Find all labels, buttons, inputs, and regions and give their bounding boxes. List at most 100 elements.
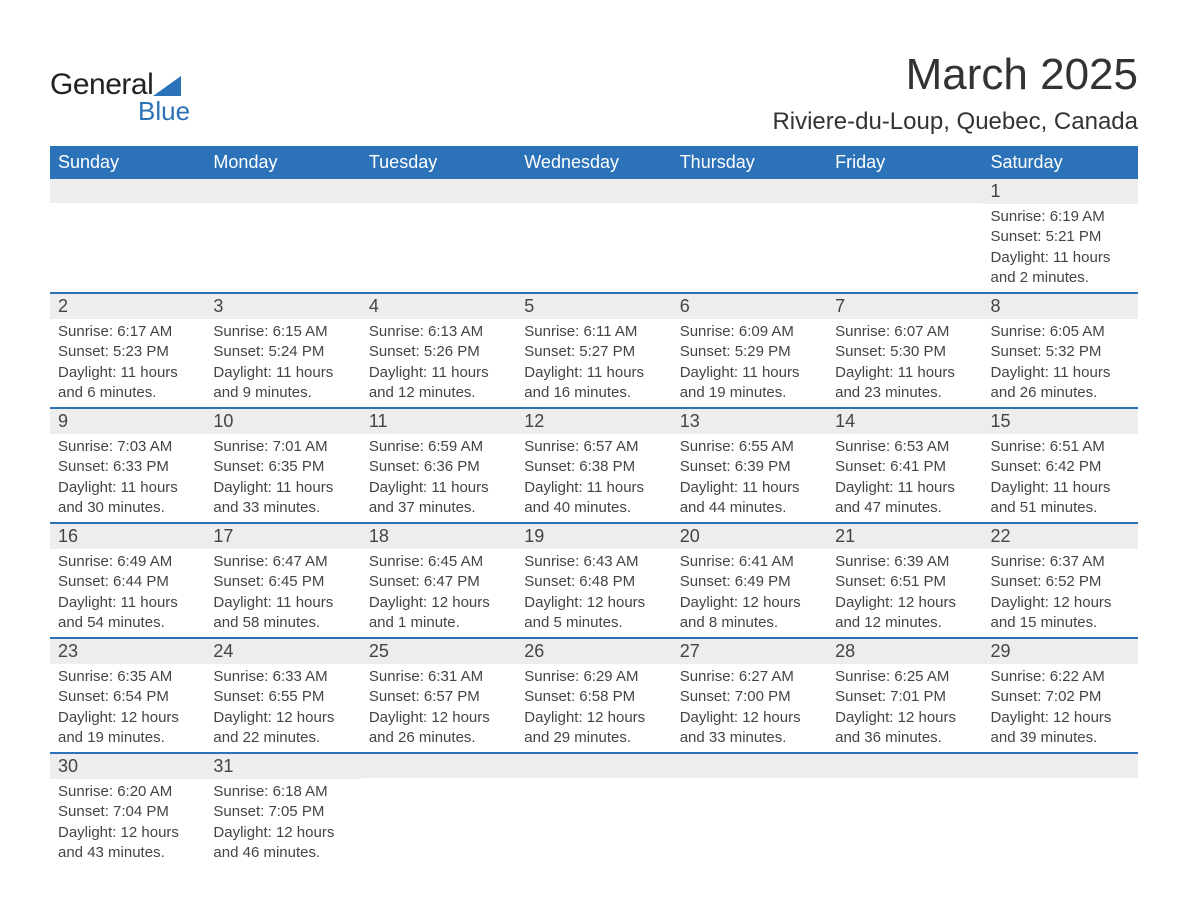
- day-data: Sunrise: 6:33 AMSunset: 6:55 PMDaylight:…: [205, 664, 360, 752]
- calendar-cell: 12Sunrise: 6:57 AMSunset: 6:38 PMDayligh…: [516, 409, 671, 522]
- sunrise-text: Sunrise: 6:41 AM: [680, 552, 821, 572]
- day-number: 18: [361, 524, 516, 549]
- sunset-text: Sunset: 6:38 PM: [524, 457, 665, 477]
- day-data: Sunrise: 6:07 AMSunset: 5:30 PMDaylight:…: [827, 319, 982, 407]
- day-number: [205, 179, 360, 203]
- sunrise-text: Sunrise: 6:31 AM: [369, 667, 510, 687]
- daylight-text: Daylight: 12 hours and 39 minutes.: [991, 708, 1132, 749]
- day-data: Sunrise: 6:49 AMSunset: 6:44 PMDaylight:…: [50, 549, 205, 637]
- day-number: 15: [983, 409, 1138, 434]
- weekday-header: Tuesday: [361, 146, 516, 179]
- calendar-cell: 24Sunrise: 6:33 AMSunset: 6:55 PMDayligh…: [205, 639, 360, 752]
- day-number: [672, 754, 827, 778]
- calendar-cell: 14Sunrise: 6:53 AMSunset: 6:41 PMDayligh…: [827, 409, 982, 522]
- location-text: Riviere-du-Loup, Quebec, Canada: [772, 108, 1138, 136]
- logo-triangle-icon: [153, 76, 181, 96]
- calendar-week: 16Sunrise: 6:49 AMSunset: 6:44 PMDayligh…: [50, 524, 1138, 639]
- sunset-text: Sunset: 5:24 PM: [213, 342, 354, 362]
- day-number: [50, 179, 205, 203]
- sunrise-text: Sunrise: 6:27 AM: [680, 667, 821, 687]
- month-title: March 2025: [772, 50, 1138, 100]
- calendar-cell: [361, 179, 516, 292]
- day-number: [361, 179, 516, 203]
- calendar-cell: 25Sunrise: 6:31 AMSunset: 6:57 PMDayligh…: [361, 639, 516, 752]
- sunrise-text: Sunrise: 6:47 AM: [213, 552, 354, 572]
- sunrise-text: Sunrise: 6:59 AM: [369, 437, 510, 457]
- sunset-text: Sunset: 7:01 PM: [835, 687, 976, 707]
- calendar-cell: 10Sunrise: 7:01 AMSunset: 6:35 PMDayligh…: [205, 409, 360, 522]
- day-data: Sunrise: 6:41 AMSunset: 6:49 PMDaylight:…: [672, 549, 827, 637]
- day-data: Sunrise: 6:29 AMSunset: 6:58 PMDaylight:…: [516, 664, 671, 752]
- sunrise-text: Sunrise: 6:29 AM: [524, 667, 665, 687]
- daylight-text: Daylight: 11 hours and 37 minutes.: [369, 478, 510, 519]
- sunset-text: Sunset: 6:39 PM: [680, 457, 821, 477]
- day-data: Sunrise: 6:39 AMSunset: 6:51 PMDaylight:…: [827, 549, 982, 637]
- day-data: Sunrise: 6:15 AMSunset: 5:24 PMDaylight:…: [205, 319, 360, 407]
- day-number: [983, 754, 1138, 778]
- day-number: [516, 754, 671, 778]
- day-number: [827, 179, 982, 203]
- day-number: 25: [361, 639, 516, 664]
- sunrise-text: Sunrise: 6:09 AM: [680, 322, 821, 342]
- sunrise-text: Sunrise: 6:11 AM: [524, 322, 665, 342]
- day-data: Sunrise: 6:37 AMSunset: 6:52 PMDaylight:…: [983, 549, 1138, 637]
- daylight-text: Daylight: 12 hours and 12 minutes.: [835, 593, 976, 634]
- day-number: 24: [205, 639, 360, 664]
- day-data: Sunrise: 6:43 AMSunset: 6:48 PMDaylight:…: [516, 549, 671, 637]
- sunrise-text: Sunrise: 6:07 AM: [835, 322, 976, 342]
- sunset-text: Sunset: 5:27 PM: [524, 342, 665, 362]
- sunset-text: Sunset: 5:32 PM: [991, 342, 1132, 362]
- day-number: 31: [205, 754, 360, 779]
- daylight-text: Daylight: 12 hours and 26 minutes.: [369, 708, 510, 749]
- daylight-text: Daylight: 12 hours and 1 minute.: [369, 593, 510, 634]
- sunrise-text: Sunrise: 6:37 AM: [991, 552, 1132, 572]
- calendar-cell: [516, 179, 671, 292]
- calendar-cell: [672, 754, 827, 867]
- weekday-header: Wednesday: [516, 146, 671, 179]
- daylight-text: Daylight: 11 hours and 33 minutes.: [213, 478, 354, 519]
- sunset-text: Sunset: 7:05 PM: [213, 802, 354, 822]
- calendar-cell: [50, 179, 205, 292]
- daylight-text: Daylight: 11 hours and 54 minutes.: [58, 593, 199, 634]
- calendar-cell: 29Sunrise: 6:22 AMSunset: 7:02 PMDayligh…: [983, 639, 1138, 752]
- day-number: 26: [516, 639, 671, 664]
- calendar-cell: 23Sunrise: 6:35 AMSunset: 6:54 PMDayligh…: [50, 639, 205, 752]
- calendar-week: 2Sunrise: 6:17 AMSunset: 5:23 PMDaylight…: [50, 294, 1138, 409]
- sunset-text: Sunset: 5:29 PM: [680, 342, 821, 362]
- calendar-cell: 1Sunrise: 6:19 AMSunset: 5:21 PMDaylight…: [983, 179, 1138, 292]
- weekday-header: Saturday: [983, 146, 1138, 179]
- day-data: Sunrise: 6:53 AMSunset: 6:41 PMDaylight:…: [827, 434, 982, 522]
- day-number: 27: [672, 639, 827, 664]
- calendar-cell: 19Sunrise: 6:43 AMSunset: 6:48 PMDayligh…: [516, 524, 671, 637]
- day-number: 8: [983, 294, 1138, 319]
- sunset-text: Sunset: 6:54 PM: [58, 687, 199, 707]
- day-number: 6: [672, 294, 827, 319]
- daylight-text: Daylight: 12 hours and 43 minutes.: [58, 823, 199, 864]
- calendar-cell: [205, 179, 360, 292]
- calendar-cell: 16Sunrise: 6:49 AMSunset: 6:44 PMDayligh…: [50, 524, 205, 637]
- calendar-cell: 13Sunrise: 6:55 AMSunset: 6:39 PMDayligh…: [672, 409, 827, 522]
- calendar-cell: [672, 179, 827, 292]
- sunrise-text: Sunrise: 6:05 AM: [991, 322, 1132, 342]
- daylight-text: Daylight: 12 hours and 8 minutes.: [680, 593, 821, 634]
- day-data: Sunrise: 6:27 AMSunset: 7:00 PMDaylight:…: [672, 664, 827, 752]
- day-data: Sunrise: 6:17 AMSunset: 5:23 PMDaylight:…: [50, 319, 205, 407]
- sunrise-text: Sunrise: 6:51 AM: [991, 437, 1132, 457]
- sunset-text: Sunset: 6:58 PM: [524, 687, 665, 707]
- sunset-text: Sunset: 6:35 PM: [213, 457, 354, 477]
- day-number: 12: [516, 409, 671, 434]
- day-data: Sunrise: 6:22 AMSunset: 7:02 PMDaylight:…: [983, 664, 1138, 752]
- day-number: 2: [50, 294, 205, 319]
- calendar-cell: [983, 754, 1138, 867]
- day-number: 17: [205, 524, 360, 549]
- sunrise-text: Sunrise: 6:49 AM: [58, 552, 199, 572]
- day-data: Sunrise: 6:35 AMSunset: 6:54 PMDaylight:…: [50, 664, 205, 752]
- day-number: [672, 179, 827, 203]
- day-number: [827, 754, 982, 778]
- daylight-text: Daylight: 11 hours and 2 minutes.: [991, 248, 1132, 289]
- daylight-text: Daylight: 12 hours and 22 minutes.: [213, 708, 354, 749]
- sunrise-text: Sunrise: 6:35 AM: [58, 667, 199, 687]
- calendar: Sunday Monday Tuesday Wednesday Thursday…: [50, 146, 1138, 867]
- day-data: Sunrise: 6:59 AMSunset: 6:36 PMDaylight:…: [361, 434, 516, 522]
- calendar-cell: 20Sunrise: 6:41 AMSunset: 6:49 PMDayligh…: [672, 524, 827, 637]
